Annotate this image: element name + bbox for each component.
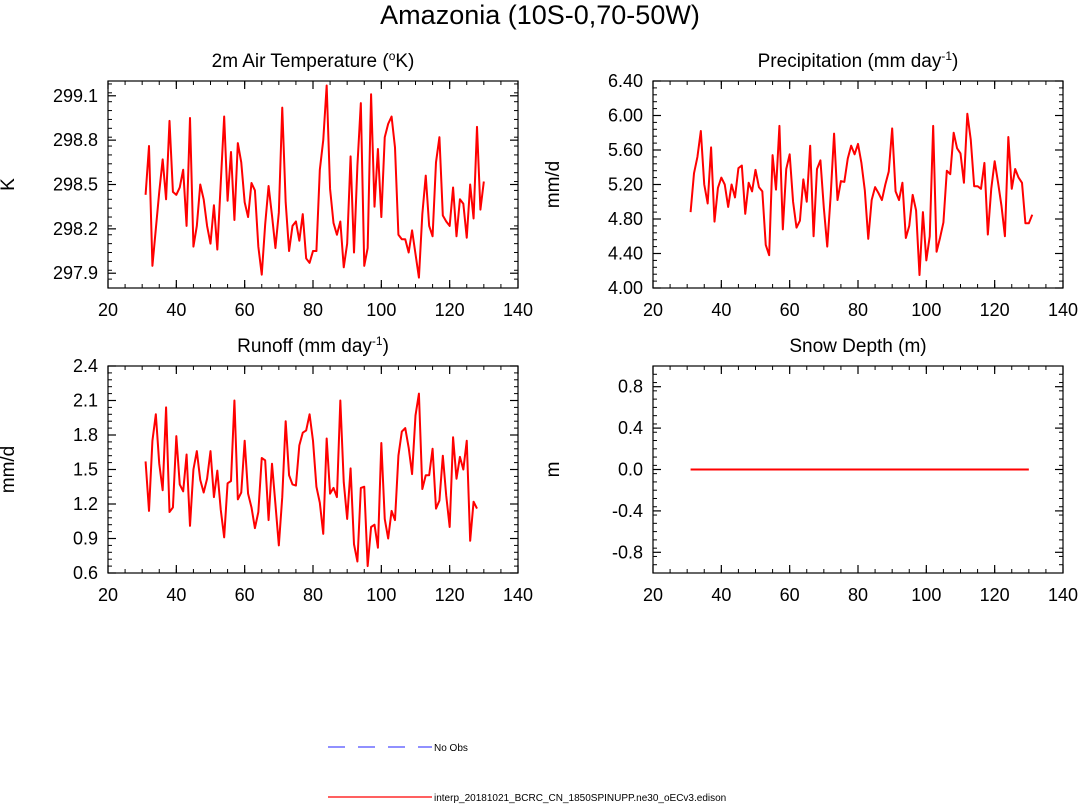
x-tick-label: 140 — [503, 585, 533, 605]
panel-title-text: Precipitation (mm day — [758, 51, 942, 72]
x-tick-label: 100 — [366, 585, 396, 605]
legend-item-no-obs: No Obs — [328, 743, 468, 754]
y-axis-label: m — [543, 462, 564, 478]
panel-title: Runoff (mm day-1) — [237, 334, 389, 357]
x-tick-label: 40 — [711, 300, 731, 320]
y-tick-label: -0.8 — [612, 542, 643, 562]
y-tick-label: 4.40 — [608, 244, 643, 264]
y-tick-label: 6.40 — [608, 71, 643, 91]
x-tick-label: 40 — [166, 585, 186, 605]
series-line — [144, 84, 485, 279]
panel-runoff: Runoff (mm day-1) 20 40 60 80 100 120 140 0.6 0.9… — [0, 334, 533, 605]
x-tick-label: 100 — [911, 300, 941, 320]
panel-title-suffix: ) — [952, 51, 958, 72]
x-tick-label: 100 — [911, 585, 941, 605]
panel-title: Precipitation (mm day-1) — [758, 49, 959, 72]
y-tick-label: 0.8 — [618, 377, 643, 397]
legend-label-model-run: interp_20181021_BCRC_CN_1850SPINUPP.ne30… — [434, 793, 726, 804]
y-tick-label: 6.00 — [608, 106, 643, 126]
x-tick-label: 80 — [848, 300, 868, 320]
legend: No Obs interp_20181021_BCRC_CN_1850SPINU… — [328, 743, 726, 804]
panel-air-temperature: 2m Air Temperature (oK) 20 40 60 80 100 120 140… — [0, 49, 533, 320]
series-line — [689, 112, 1034, 277]
x-tick-label: 20 — [98, 585, 118, 605]
figure-title: Amazonia (10S-0,70-50W) — [380, 0, 700, 30]
x-tick-label: 140 — [1048, 585, 1078, 605]
panel-precipitation: Precipitation (mm day-1) 20 40 60 80 100 120 14… — [543, 49, 1078, 320]
y-tick-label: 0.9 — [73, 529, 98, 549]
y-tick-label: 2.1 — [73, 391, 98, 411]
y-tick-label: 299.1 — [53, 86, 98, 106]
x-tick-label: 120 — [980, 300, 1010, 320]
y-tick-label: 4.00 — [608, 278, 643, 298]
y-tick-label: -0.4 — [612, 501, 643, 521]
y-tick-label: 1.5 — [73, 460, 98, 480]
panel-title-text: Snow Depth (m) — [789, 336, 926, 357]
plot-frame — [652, 80, 1064, 289]
x-tick-label: 80 — [303, 585, 323, 605]
y-axis-label: mm/d — [0, 446, 19, 494]
x-tick-label: 120 — [980, 585, 1010, 605]
y-tick-label: 4.80 — [608, 209, 643, 229]
x-tick-label: 140 — [1048, 300, 1078, 320]
x-tick-label: 40 — [711, 585, 731, 605]
x-tick-label: 20 — [98, 300, 118, 320]
x-tick-label: 140 — [503, 300, 533, 320]
panel-title-suffix: ) — [383, 336, 389, 357]
y-tick-label: 298.5 — [53, 175, 98, 195]
y-tick-label: 2.4 — [73, 356, 98, 376]
panel-title-suffix: K) — [395, 51, 414, 72]
x-tick-label: 120 — [435, 300, 465, 320]
legend-label-no-obs: No Obs — [434, 743, 468, 754]
y-axis-label: mm/d — [543, 161, 564, 209]
series-line — [144, 392, 478, 568]
x-tick-label: 60 — [780, 300, 800, 320]
panel-title-superscript: -1 — [372, 334, 383, 348]
y-tick-label: 1.2 — [73, 494, 98, 514]
plot-frame — [107, 80, 519, 289]
panel-title-superscript: o — [389, 49, 396, 63]
x-tick-label: 60 — [235, 300, 255, 320]
y-tick-label: 1.8 — [73, 425, 98, 445]
x-tick-label: 60 — [780, 585, 800, 605]
panel-snow-depth: Snow Depth (m) 20 40 60 80 100 120 140 -0.8 -0.4 0… — [543, 336, 1078, 605]
x-tick-label: 100 — [366, 300, 396, 320]
legend-item-model-run: interp_20181021_BCRC_CN_1850SPINUPP.ne30… — [328, 793, 726, 804]
panel-title: 2m Air Temperature (oK) — [212, 49, 415, 72]
x-tick-label: 120 — [435, 585, 465, 605]
y-tick-label: 298.8 — [53, 130, 98, 150]
x-tick-label: 20 — [643, 300, 663, 320]
panel-title-text: 2m Air Temperature ( — [212, 51, 390, 72]
panel-title: Snow Depth (m) — [789, 336, 926, 357]
y-tick-label: 5.20 — [608, 175, 643, 195]
y-tick-label: 5.60 — [608, 140, 643, 160]
panel-title-superscript: -1 — [941, 49, 952, 63]
y-tick-label: 297.9 — [53, 263, 98, 283]
y-tick-label: 0.4 — [618, 418, 643, 438]
x-tick-label: 80 — [303, 300, 323, 320]
y-axis-label: K — [0, 178, 19, 191]
x-tick-label: 20 — [643, 585, 663, 605]
panel-title-text: Runoff (mm day — [237, 336, 372, 357]
y-tick-label: 0.6 — [73, 563, 98, 583]
y-tick-label: 298.2 — [53, 219, 98, 239]
y-tick-label: 0.0 — [618, 460, 643, 480]
x-tick-label: 60 — [235, 585, 255, 605]
x-tick-label: 40 — [166, 300, 186, 320]
x-tick-label: 80 — [848, 585, 868, 605]
